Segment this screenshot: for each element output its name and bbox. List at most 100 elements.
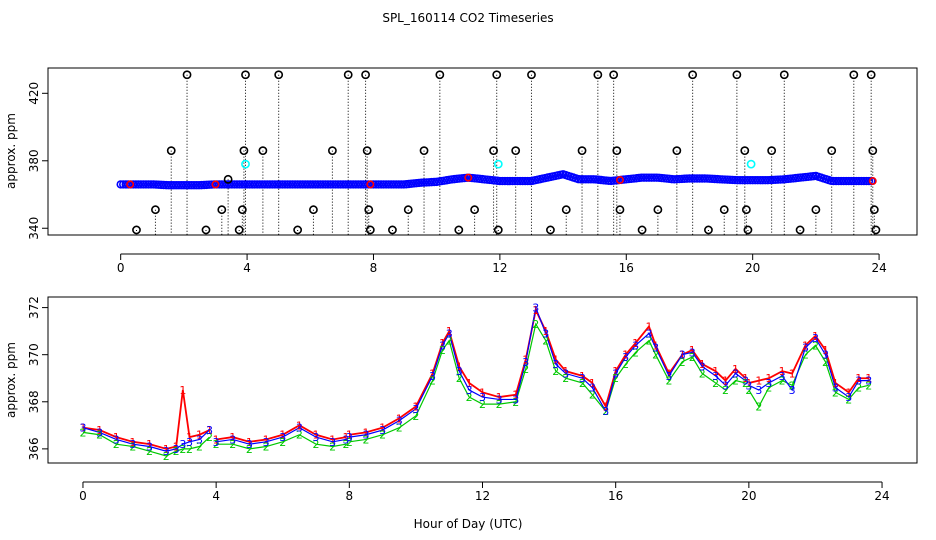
x-tick-label: 0 xyxy=(79,489,87,503)
series-3-point: 3 xyxy=(832,382,839,395)
outlier-point xyxy=(511,146,521,156)
series-2-point: 2 xyxy=(552,365,559,378)
series-2-point: 2 xyxy=(699,368,706,381)
baseline-point xyxy=(586,175,596,184)
series-1-point: 1 xyxy=(512,389,519,402)
outlier-point xyxy=(435,70,445,80)
series-1-point: 1 xyxy=(496,391,503,404)
y-tick-label: 340 xyxy=(27,217,41,240)
series-1-point: 1 xyxy=(745,377,752,390)
x-tick-label: 16 xyxy=(608,489,623,503)
series-1-point: 1 xyxy=(279,429,286,442)
series-3-point: 3 xyxy=(163,445,170,458)
series-3-point: 3 xyxy=(855,375,862,388)
outlier-point xyxy=(779,70,789,80)
series-2-line xyxy=(216,434,347,450)
outlier-point xyxy=(741,205,751,215)
series-1-point: 1 xyxy=(439,337,446,350)
series-1-point: 1 xyxy=(146,438,153,451)
series-3-point: 3 xyxy=(446,327,453,340)
series-2-point: 2 xyxy=(845,393,852,406)
baseline-point xyxy=(523,176,532,186)
outlier-point xyxy=(241,70,250,80)
series-3-point: 3 xyxy=(512,393,519,406)
series-1-point: 1 xyxy=(246,436,253,449)
series-3-point: 3 xyxy=(296,422,303,435)
series-1-point: 1 xyxy=(802,339,809,352)
series-2-point: 2 xyxy=(822,356,829,369)
series-2-point: 2 xyxy=(263,441,270,454)
x-tick-label: 20 xyxy=(745,261,760,275)
series-1-point: 1 xyxy=(845,386,852,399)
series-3-point: 3 xyxy=(552,358,559,371)
series-2-point: 2 xyxy=(779,375,786,388)
series-2-point: 2 xyxy=(79,426,86,439)
series-1-point: 1 xyxy=(865,372,872,385)
series-3-point: 3 xyxy=(129,438,136,451)
series-2-point: 2 xyxy=(532,318,539,331)
series-2-point: 2 xyxy=(396,422,403,435)
x-tick-label: 0 xyxy=(117,261,125,275)
series-3-point: 3 xyxy=(96,426,103,439)
flag-point xyxy=(746,159,756,169)
series-3-point: 3 xyxy=(755,384,762,397)
series-3-point: 3 xyxy=(645,327,652,340)
series-3-point: 3 xyxy=(812,332,819,345)
series-2-point: 2 xyxy=(652,349,659,362)
outlier-point xyxy=(454,225,464,235)
outlier-point xyxy=(234,225,244,235)
series-2-point: 2 xyxy=(745,384,752,397)
outlier-point xyxy=(827,146,837,156)
series-3-point: 3 xyxy=(173,443,180,456)
outlier-point xyxy=(527,70,536,80)
outlier-point xyxy=(672,146,682,156)
outlier-point xyxy=(811,205,821,215)
series-1-point: 1 xyxy=(742,372,749,385)
series-2-point: 2 xyxy=(755,400,762,413)
series-1-point: 1 xyxy=(296,419,303,432)
series-3-point: 3 xyxy=(602,405,609,418)
series-1-point: 1 xyxy=(812,330,819,343)
series-2-point: 2 xyxy=(855,382,862,395)
series-3-point: 3 xyxy=(699,360,706,373)
series-1-point: 1 xyxy=(379,422,386,435)
series-1-point: 1 xyxy=(446,325,453,338)
series-1-point: 1 xyxy=(229,431,236,444)
x-tick-label: 16 xyxy=(619,261,634,275)
x-tick-label: 12 xyxy=(492,261,507,275)
outlier-point xyxy=(361,70,370,80)
secondary-point xyxy=(615,176,624,185)
series-2-point: 2 xyxy=(173,445,180,458)
series-2-point: 2 xyxy=(146,445,153,458)
series-3-point: 3 xyxy=(412,403,419,416)
series-3-point: 3 xyxy=(865,375,872,388)
series-3-point: 3 xyxy=(439,339,446,352)
outlier-point xyxy=(869,205,879,215)
series-3-point: 3 xyxy=(466,384,473,397)
outlier-point xyxy=(577,146,587,156)
series-1-point: 1 xyxy=(113,431,120,444)
baseline-point xyxy=(864,176,874,186)
series-3-point: 3 xyxy=(789,384,796,397)
series-1-point: 1 xyxy=(665,368,672,381)
series-2-point: 2 xyxy=(722,384,729,397)
outlier-point xyxy=(653,205,663,215)
series-2-point: 2 xyxy=(456,372,463,385)
baseline-point xyxy=(397,180,406,189)
series-2-point: 2 xyxy=(342,438,349,451)
series-1-point: 1 xyxy=(179,384,186,397)
series-1-point: 1 xyxy=(362,426,369,439)
series-2-point: 2 xyxy=(632,346,639,359)
series-1-point: 1 xyxy=(612,365,619,378)
series-3-point: 3 xyxy=(179,438,186,451)
outlier-point xyxy=(151,205,160,215)
outlier-point xyxy=(612,146,622,156)
series-1-point: 1 xyxy=(96,424,103,437)
series-1-point: 1 xyxy=(712,365,719,378)
series-3-point: 3 xyxy=(732,368,739,381)
outlier-point xyxy=(615,205,625,215)
series-2-point: 2 xyxy=(346,436,353,449)
top-y-axis: 340 380 420 xyxy=(27,82,49,240)
outlier-point xyxy=(743,225,753,235)
